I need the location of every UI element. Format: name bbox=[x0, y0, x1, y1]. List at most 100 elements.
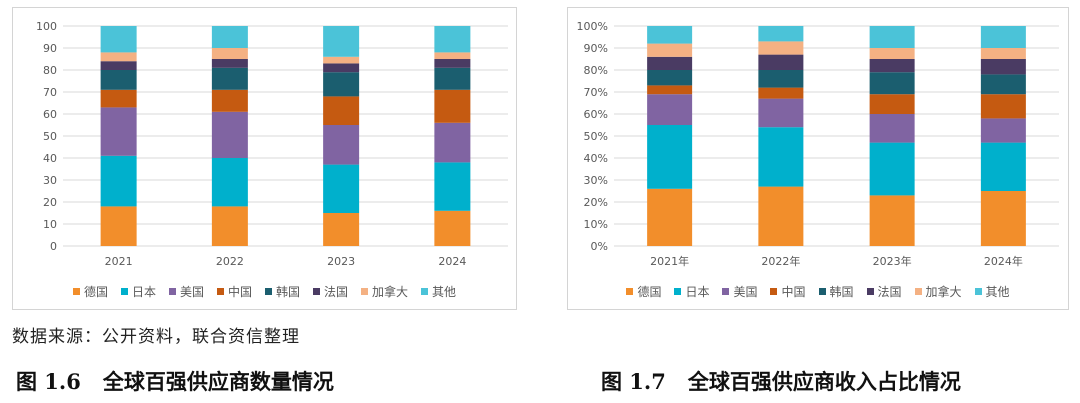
bar-segment bbox=[434, 210, 471, 246]
legend-swatch bbox=[674, 288, 682, 295]
legend-item: 韩国 bbox=[818, 283, 854, 300]
bar-segment bbox=[323, 72, 360, 97]
legend-label: 日本 bbox=[131, 285, 156, 299]
x-tick-label: 2021 bbox=[105, 255, 133, 268]
bar-segment bbox=[434, 52, 471, 59]
y-tick-label: 50% bbox=[584, 130, 608, 143]
bar-segment bbox=[211, 48, 248, 59]
legend-label: 中国 bbox=[227, 285, 252, 299]
y-tick-label: 40 bbox=[43, 152, 57, 165]
legend-item: 日本 bbox=[674, 283, 709, 300]
legend-item: 法国 bbox=[313, 283, 348, 300]
legend-label: 德国 bbox=[637, 285, 662, 299]
bar-segment bbox=[434, 162, 471, 211]
bar-segment bbox=[758, 127, 804, 187]
x-tick-label: 2024 bbox=[438, 255, 466, 268]
bar-segment bbox=[869, 26, 915, 48]
bar-segment bbox=[323, 125, 360, 165]
bar-segment bbox=[647, 188, 693, 246]
bar-segment bbox=[323, 96, 360, 125]
legend-label: 中国 bbox=[781, 285, 806, 299]
x-tick-label: 2022 bbox=[216, 255, 244, 268]
legend-item: 德国 bbox=[626, 283, 661, 300]
legend-label: 韩国 bbox=[829, 285, 854, 299]
bar-segment bbox=[980, 191, 1026, 246]
legend-swatch bbox=[626, 288, 634, 295]
legend-label: 法国 bbox=[324, 285, 349, 299]
legend-swatch bbox=[421, 288, 429, 295]
y-tick-label: 10 bbox=[43, 218, 57, 231]
figure-number: 图 1.6 bbox=[16, 369, 81, 394]
bar-segment bbox=[758, 41, 804, 55]
y-tick-label: 100% bbox=[577, 20, 608, 33]
bar-segment bbox=[434, 122, 471, 163]
bar-segment bbox=[980, 118, 1026, 143]
legend-item: 美国 bbox=[168, 283, 204, 300]
bar-segment bbox=[100, 107, 137, 156]
y-tick-label: 60% bbox=[584, 108, 608, 121]
legend-swatch bbox=[265, 288, 272, 295]
bar-segment bbox=[647, 56, 693, 70]
bar-segment bbox=[434, 26, 471, 53]
y-tick-label: 70 bbox=[43, 86, 57, 99]
y-tick-label: 60 bbox=[43, 108, 57, 121]
bar-segment bbox=[647, 85, 693, 95]
legend-label: 德国 bbox=[83, 285, 108, 299]
legend-item: 法国 bbox=[866, 283, 902, 300]
bar-segment bbox=[211, 89, 248, 112]
y-tick-label: 70% bbox=[584, 86, 608, 99]
y-tick-label: 90% bbox=[584, 42, 608, 55]
bar-segment bbox=[211, 67, 248, 90]
y-tick-label: 30% bbox=[584, 174, 608, 187]
legend-label: 法国 bbox=[877, 285, 902, 299]
legend-swatch bbox=[722, 288, 730, 295]
legend-label: 其他 bbox=[432, 285, 457, 299]
y-tick-label: 0% bbox=[591, 240, 608, 253]
bar-segment bbox=[323, 63, 360, 73]
figure-caption-1-7: 图 1.7 全球百强供应商收入占比情况 bbox=[601, 366, 961, 396]
y-tick-label: 90 bbox=[43, 42, 57, 55]
y-tick-label: 80 bbox=[43, 64, 57, 77]
legend-item: 加拿大 bbox=[914, 283, 962, 300]
legend-swatch bbox=[313, 288, 321, 295]
bar-segment bbox=[647, 43, 693, 57]
y-tick-label: 0 bbox=[50, 240, 57, 253]
bar-segment bbox=[434, 67, 471, 90]
figure-title: 全球百强供应商数量情况 bbox=[102, 369, 334, 394]
legend-swatch bbox=[168, 288, 176, 295]
legend-item: 美国 bbox=[722, 283, 757, 300]
bar-segment bbox=[758, 87, 804, 99]
x-tick-label: 2022年 bbox=[761, 254, 800, 268]
y-tick-label: 50 bbox=[43, 130, 57, 143]
bar-segment bbox=[434, 59, 471, 68]
legend-label: 加拿大 bbox=[925, 285, 962, 299]
legend-item: 日本 bbox=[120, 283, 156, 300]
legend-item: 中国 bbox=[216, 283, 252, 300]
supplier-count-legend: 德国 日本 美国 中国 韩国 法国 加拿大 其他 bbox=[13, 283, 516, 300]
x-tick-label: 2023 bbox=[327, 255, 355, 268]
supplier-count-chart: 0 10 20 30 40 50 60 70 80 90 100 2021 2022 2023 2024 德… bbox=[12, 7, 517, 310]
bar-segment bbox=[869, 59, 915, 73]
y-tick-label: 100 bbox=[36, 20, 57, 33]
legend-label: 美国 bbox=[733, 285, 758, 299]
bar-segment bbox=[100, 26, 137, 53]
legend-swatch bbox=[818, 288, 826, 295]
revenue-share-chart: 0% 10% 20% 30% 40% 50% 60% 70% 80% 90% 100% 2021年 20… bbox=[567, 7, 1069, 310]
legend-item: 中国 bbox=[770, 283, 806, 300]
bar-segment bbox=[323, 213, 360, 246]
supplier-count-chart-plot: 0 10 20 30 40 50 60 70 80 90 100 2021 2022 2023 2024 bbox=[36, 20, 508, 268]
bar-segment bbox=[980, 74, 1026, 95]
bar-segment bbox=[323, 26, 360, 57]
legend-item: 德国 bbox=[72, 283, 108, 300]
y-tick-label: 20 bbox=[43, 196, 57, 209]
legend-swatch bbox=[72, 288, 80, 295]
legend-label: 韩国 bbox=[276, 285, 301, 299]
bar-segment bbox=[211, 158, 248, 207]
bar-segment bbox=[434, 89, 471, 123]
legend-swatch bbox=[361, 288, 369, 295]
legend-swatch bbox=[974, 288, 982, 295]
y-tick-label: 20% bbox=[584, 196, 608, 209]
bar-segment bbox=[100, 206, 137, 246]
revenue-share-chart-plot: 0% 10% 20% 30% 40% 50% 60% 70% 80% 90% 100% 2021年 20… bbox=[577, 20, 1059, 268]
legend-swatch bbox=[866, 288, 874, 295]
